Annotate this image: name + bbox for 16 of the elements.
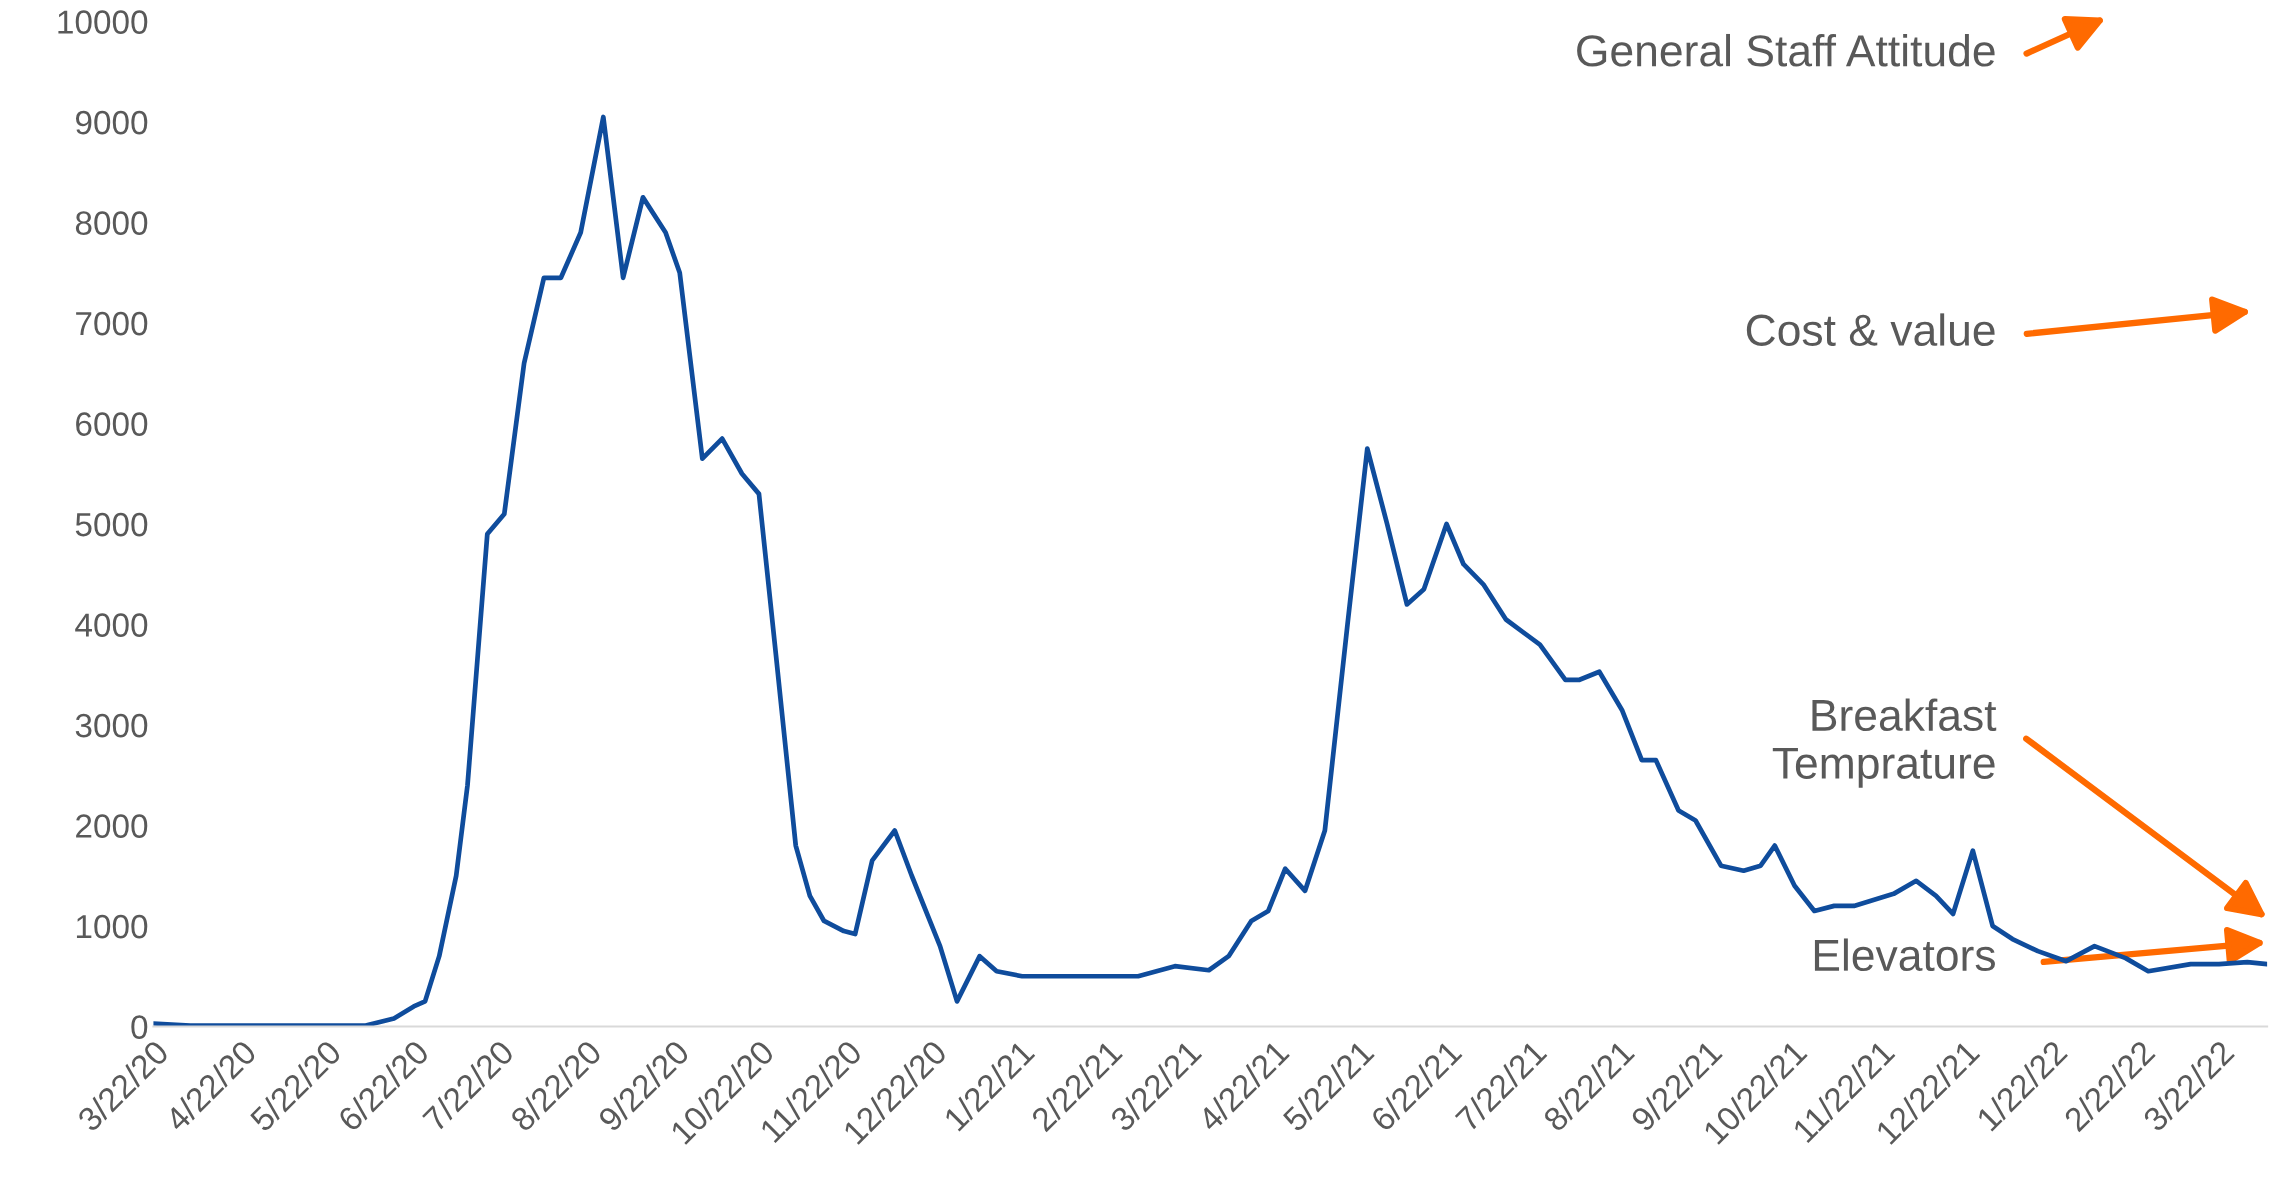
line-series <box>153 114 2268 1027</box>
y-tick-label: 1000 <box>76 914 148 939</box>
y-tick-label: 3000 <box>75 713 148 738</box>
y-tick-label: 10000 <box>58 10 148 34</box>
y-tick-label: 5000 <box>75 512 148 537</box>
y-tick-label: 6000 <box>76 412 148 436</box>
y-tick-label: 7000 <box>76 311 148 336</box>
annotation: Breakfast Temprature <box>1772 698 1997 788</box>
annotation: Elevators <box>1814 938 1995 972</box>
annotation: Cost & value <box>1746 313 1995 346</box>
y-tick-label: 4000 <box>75 613 148 637</box>
y-tick-label: 9000 <box>75 110 148 135</box>
y-tick-label: 8000 <box>75 211 148 235</box>
y-tick-label: 2000 <box>76 814 148 838</box>
y-tick-label: 0 <box>131 1015 148 1039</box>
annotation: General Staff Attitude <box>1577 33 1995 67</box>
